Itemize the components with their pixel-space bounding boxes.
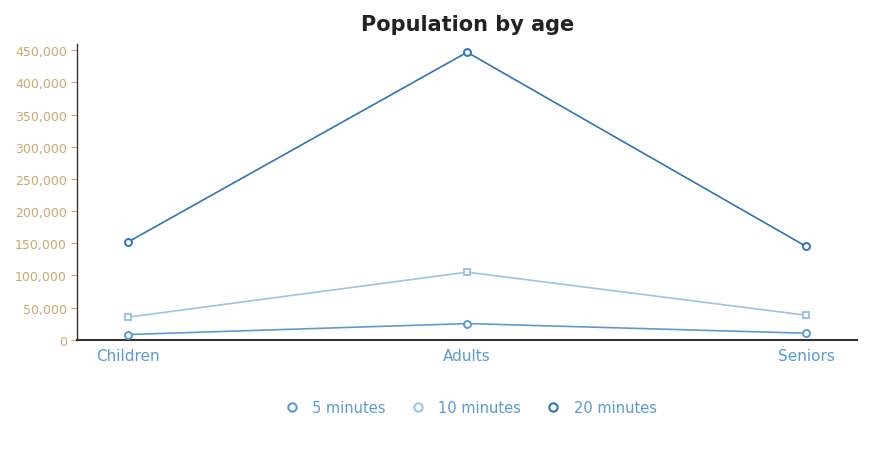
- 10 minutes: [462, 270, 473, 276]
- 5 minutes: [123, 332, 133, 337]
- 5 minutes: [800, 331, 811, 337]
- Line: 10 minutes: 10 minutes: [125, 269, 809, 321]
- Line: 20 minutes: 20 minutes: [125, 50, 809, 250]
- Line: 5 minutes: 5 minutes: [125, 320, 809, 338]
- 10 minutes: [123, 315, 133, 320]
- 5 minutes: [462, 321, 473, 327]
- 20 minutes: [462, 50, 473, 56]
- Title: Population by age: Population by age: [360, 15, 574, 35]
- 20 minutes: [123, 239, 133, 245]
- Legend: 5 minutes, 10 minutes, 20 minutes: 5 minutes, 10 minutes, 20 minutes: [271, 395, 663, 421]
- 20 minutes: [800, 244, 811, 250]
- 10 minutes: [800, 313, 811, 318]
